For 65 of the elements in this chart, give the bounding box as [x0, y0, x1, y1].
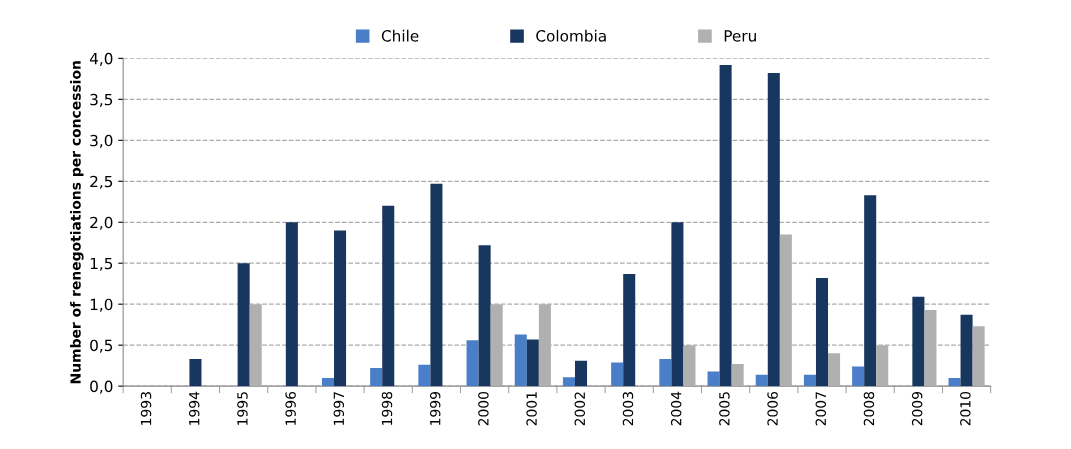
x-tick-label: 2009: [911, 391, 923, 426]
x-tick-label: 2003: [622, 392, 634, 426]
y-tick-label: 1,5: [90, 257, 113, 271]
x-tick-label: 1995: [237, 392, 248, 425]
x-tick-label: 1998: [381, 391, 393, 425]
bar: [514, 334, 527, 387]
bar: [948, 377, 961, 387]
legend-label: Peru: [724, 30, 756, 42]
x-tick-label: 1999: [429, 391, 441, 425]
bar: [574, 360, 588, 387]
y-tick-label: 1,0: [90, 298, 113, 312]
y-tick-label: 3,5: [90, 93, 113, 107]
bar: [237, 263, 250, 387]
bar: [466, 340, 479, 387]
bar: [430, 183, 443, 387]
x-tick-label: 2006: [767, 391, 778, 426]
x-tick-label: 1996: [285, 391, 296, 425]
y-axis-title: Number of renegotiations per concession: [70, 61, 84, 384]
bar: [707, 371, 720, 387]
x-tick-label: 1994: [188, 391, 200, 425]
y-tick-label: 0,5: [90, 339, 113, 353]
bar: [828, 353, 841, 387]
bar: [189, 359, 202, 387]
bar: [334, 230, 347, 387]
bar: [767, 73, 780, 387]
bar: [285, 222, 298, 387]
bar: [671, 222, 684, 387]
x-tick-label: 2004: [670, 391, 682, 426]
x-tick-label: 2005: [719, 392, 730, 426]
legend-label: Chile: [381, 29, 419, 42]
y-tick-label: 2,0: [90, 216, 113, 230]
x-tick-label: 2001: [526, 392, 537, 426]
bar: [815, 277, 829, 387]
bar: [803, 374, 816, 387]
bar: [864, 195, 877, 387]
bar: [526, 339, 539, 387]
x-tick-label: 2008: [863, 391, 875, 426]
bar: [321, 377, 335, 387]
y-tick-label: 2,5: [90, 175, 113, 189]
bar: [562, 377, 575, 387]
x-tick-label: 2000: [478, 391, 489, 426]
bar: [490, 304, 503, 387]
bar: [418, 364, 431, 387]
x-tick-label: 2007: [815, 392, 827, 426]
bar: [960, 314, 973, 387]
y-tick-label: 3,0: [90, 134, 113, 148]
x-tick-label: 2010: [960, 391, 971, 426]
bar: [755, 374, 768, 387]
bar: [972, 326, 985, 387]
x-tick-label: 1997: [333, 392, 345, 425]
x-tick-label: 1993: [140, 392, 152, 425]
bar: [719, 64, 732, 387]
bar: [478, 245, 491, 387]
x-tick-label: 2002: [574, 392, 586, 426]
bar: [659, 359, 672, 387]
bar: [382, 205, 395, 387]
bar: [912, 296, 925, 387]
bar: [852, 366, 865, 387]
bar: [731, 364, 744, 387]
y-tick-label: 4,0: [89, 52, 113, 66]
bar: [623, 273, 636, 387]
y-tick-label: 0,0: [90, 380, 113, 394]
bar: [370, 368, 383, 387]
legend-label: Colombia: [536, 29, 606, 42]
bar: [611, 362, 624, 387]
